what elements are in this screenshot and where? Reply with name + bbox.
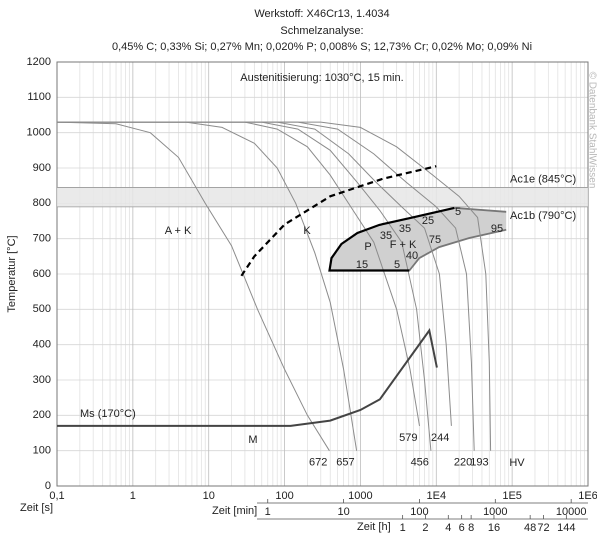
x-tick-label: 1 [400, 522, 406, 534]
annotation: 35 [399, 223, 411, 235]
hardness-label: 456 [411, 457, 429, 469]
hardness-label: 244 [431, 432, 449, 444]
annotation: HV [509, 457, 525, 469]
hardness-label: 672 [309, 457, 327, 469]
annotation: 75 [429, 234, 441, 246]
y-tick-label: 1100 [27, 91, 51, 103]
start-line [328, 206, 455, 272]
y-tick-label: 1000 [27, 127, 51, 139]
annotation: K [303, 225, 311, 237]
y-axis-label: Temperatur [°C] [6, 235, 18, 312]
x-axis-label-h: Zeit [h] [357, 521, 391, 533]
hardness-label: 657 [336, 457, 354, 469]
cooling-curve [57, 121, 475, 451]
x-tick-label: 1E5 [502, 490, 522, 502]
x-tick-label: 72 [537, 522, 549, 534]
x-axis-label: Zeit [s] [20, 502, 53, 514]
annotation: F + K [390, 239, 417, 251]
hardness-label: 193 [470, 457, 488, 469]
ac1e-label: Ac1e (845°C) [510, 173, 576, 185]
chart-title: Werkstoff: X46Cr13, 1.4034 [254, 8, 389, 20]
x-tick-label: 16 [488, 522, 500, 534]
annotation: 40 [406, 250, 418, 262]
ac-band [57, 187, 588, 207]
x-tick-label: 1000 [348, 490, 372, 502]
y-tick-label: 1200 [27, 56, 51, 68]
annotation: 5 [455, 206, 461, 218]
y-tick-label: 300 [33, 374, 51, 386]
chart-subtitle: Schmelzanalyse: [280, 25, 363, 37]
cooling-curve [57, 121, 432, 451]
y-tick-label: 900 [33, 162, 51, 174]
watermark: © Datenbank StahlWissen [586, 72, 597, 189]
x-tick-label: 100 [410, 506, 428, 518]
ms-label: Ms (170°C) [80, 408, 136, 420]
x-tick-label: 10 [337, 506, 349, 518]
annotation: 95 [491, 223, 503, 235]
finish-line [408, 228, 507, 272]
cooling-curve [57, 121, 358, 451]
x-tick-label: 1 [130, 490, 136, 502]
cooling-curve [57, 121, 452, 426]
annotation: M [248, 434, 257, 446]
x-tick-label: 144 [557, 522, 575, 534]
cooling-curve [57, 121, 492, 451]
x-tick-label: 48 [524, 522, 536, 534]
annotation: 25 [422, 215, 434, 227]
x-tick-label: 1000 [483, 506, 507, 518]
annotation: P [364, 241, 371, 253]
y-tick-label: 200 [33, 409, 51, 421]
y-tick-label: 700 [33, 233, 51, 245]
x-tick-label: 10000 [556, 506, 587, 518]
finish-line [454, 207, 507, 213]
annotation: A + K [165, 225, 192, 237]
ac1b-label: Ac1b (790°C) [510, 210, 576, 222]
x-tick-label: 100 [275, 490, 293, 502]
annotation: 15 [356, 259, 368, 271]
x-tick-label: 1E6 [578, 490, 597, 502]
transformation-region [329, 207, 507, 271]
annotation: 5 [394, 259, 400, 271]
composition: 0,45% C; 0,33% Si; 0,27% Mn; 0,020% P; 0… [112, 41, 532, 53]
y-tick-label: 0 [45, 480, 51, 492]
annotation: Austenitisierung: 1030°C, 15 min. [240, 72, 403, 84]
dashed-line [240, 165, 437, 277]
x-tick-label: 10 [203, 490, 215, 502]
y-tick-label: 600 [33, 268, 51, 280]
x-axis-label-min: Zeit [min] [212, 505, 257, 517]
y-tick-label: 100 [33, 445, 51, 457]
y-tick-label: 800 [33, 197, 51, 209]
x-tick-label: 2 [422, 522, 428, 534]
ms-line [57, 328, 438, 427]
x-tick-label: 1 [265, 506, 271, 518]
hardness-label: 579 [399, 432, 417, 444]
plot-frame [56, 61, 589, 487]
x-tick-label: 1E4 [426, 490, 446, 502]
y-tick-label: 500 [33, 303, 51, 315]
x-tick-label: 6 [459, 522, 465, 534]
y-tick-label: 400 [33, 339, 51, 351]
annotation: 35 [380, 230, 392, 242]
x-tick-label: 0,1 [49, 490, 64, 502]
x-tick-label: 8 [468, 522, 474, 534]
cooling-curve [56, 121, 330, 451]
x-tick-label: 4 [445, 522, 451, 534]
hardness-label: 220 [454, 457, 472, 469]
